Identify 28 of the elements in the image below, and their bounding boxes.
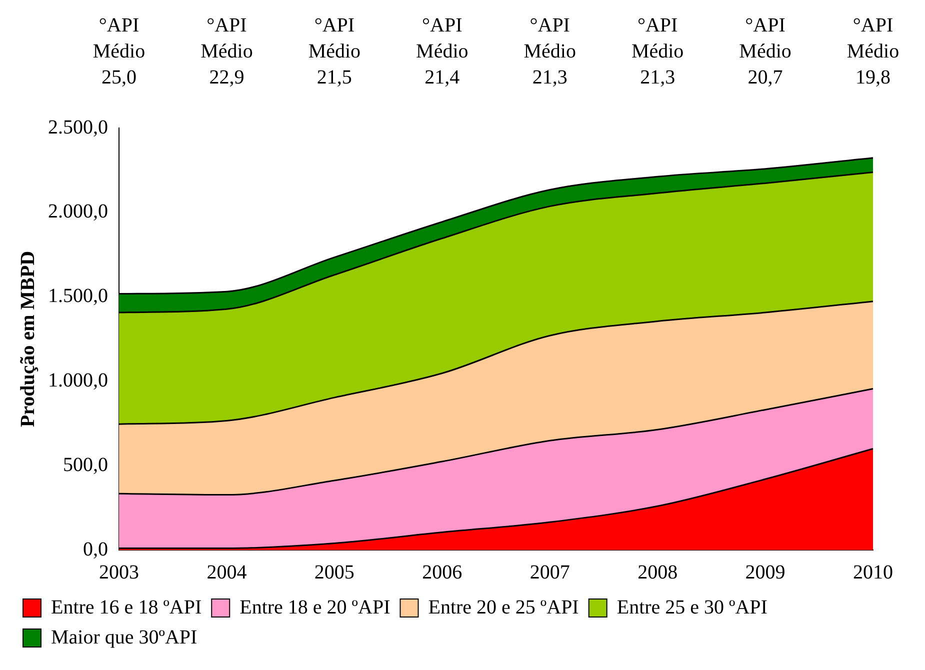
text: °API Médio 25,0 xyxy=(92,14,146,88)
y-tick-label: 2.000,0 xyxy=(48,200,108,223)
x-tick-label: 2004 xyxy=(206,561,247,584)
text: °API Médio 20,7 xyxy=(739,14,792,88)
y-axis-title: Produção em MBPD xyxy=(17,250,40,428)
x-tick-label: 2006 xyxy=(422,561,462,584)
x-tick-label: 2005 xyxy=(314,561,354,584)
x-tick-label: 2007 xyxy=(530,561,570,584)
text: °API Médio 21,5 xyxy=(308,14,361,88)
x-tick-label: 2009 xyxy=(745,561,786,584)
legend-label: Maior que 30ºAPI xyxy=(51,626,198,648)
y-tick-label: 2.500,0 xyxy=(48,116,108,138)
y-tick-label: 0,0 xyxy=(83,538,108,560)
y-tick-label: 500,0 xyxy=(63,454,108,476)
text: °API Médio 21,3 xyxy=(631,14,684,88)
y-tick-label: 1.500,0 xyxy=(48,285,108,308)
x-tick-label: 2008 xyxy=(638,561,678,584)
x-tick-label: 2010 xyxy=(853,561,893,584)
text: °API Médio 22,9 xyxy=(200,14,253,88)
legend-label: Entre 16 e 18 ºAPI xyxy=(51,596,202,618)
text: °API Médio 19,8 xyxy=(846,14,900,88)
text: °API Médio 21,3 xyxy=(524,14,576,88)
legend-label: Entre 20 e 25 ºAPI xyxy=(428,596,579,618)
x-tick-label: 2003 xyxy=(99,561,139,584)
y-tick-label: 1.000,0 xyxy=(48,369,108,392)
legend-label: Entre 18 e 20 ºAPI xyxy=(240,596,390,618)
legend-label: Entre 25 e 30 ºAPI xyxy=(616,596,768,618)
text: °API Médio 21,4 xyxy=(416,14,468,88)
